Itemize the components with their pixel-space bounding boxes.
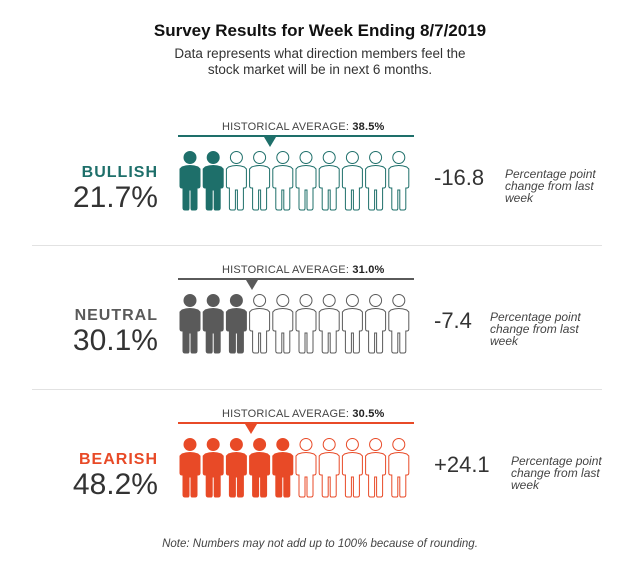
person-outline-icon — [225, 151, 247, 211]
person-outline-icon — [365, 151, 387, 211]
person-filled-icon — [225, 294, 247, 354]
historical-average-marker — [264, 137, 277, 147]
historical-average-marker — [245, 424, 258, 434]
person-outline-icon — [388, 294, 410, 354]
row-bearish: HISTORICAL AVERAGE: 30.5% BEARISH 48.2% +24… — [0, 394, 640, 534]
category-label: BEARISH — [78, 451, 158, 468]
person-outline-icon — [341, 294, 363, 354]
chart-subtitle: Data represents what direction members f… — [174, 46, 466, 77]
category-percent: 30.1% — [72, 324, 158, 357]
change-value: -7.4 — [434, 308, 472, 333]
person-outline-icon — [365, 438, 387, 498]
person-outline-icon — [295, 294, 317, 354]
person-outline-icon — [295, 438, 317, 498]
person-outline-icon — [272, 294, 294, 354]
person-filled-icon — [202, 438, 224, 498]
historical-average-prefix: HISTORICAL AVERAGE: — [222, 408, 353, 420]
historical-average-bar — [178, 422, 414, 424]
change-note: Percentage point change from last week — [505, 167, 596, 205]
historical-average-bar — [178, 135, 414, 137]
person-filled-icon — [225, 438, 247, 498]
historical-average-label: HISTORICAL AVERAGE: 31.0% — [222, 264, 385, 276]
historical-average-value: 30.5% — [352, 408, 385, 420]
row-bullish: HISTORICAL AVERAGE: 38.5% BULLISH 21.7% -16… — [0, 107, 640, 247]
historical-average-marker — [246, 280, 259, 290]
people-icons — [179, 294, 410, 354]
person-outline-icon — [318, 438, 340, 498]
person-filled-icon — [202, 294, 224, 354]
person-outline-icon — [318, 294, 340, 354]
change-note: Percentage point change from last week — [490, 310, 581, 348]
person-outline-icon — [295, 151, 317, 211]
historical-average-prefix: HISTORICAL AVERAGE: — [222, 264, 353, 276]
historical-average-value: 31.0% — [352, 264, 385, 276]
person-filled-icon — [202, 151, 224, 211]
change-note: Percentage point change from last week — [511, 454, 602, 492]
historical-average-value: 38.5% — [352, 121, 385, 133]
person-outline-icon — [388, 438, 410, 498]
category-percent: 48.2% — [72, 468, 158, 501]
footnote: Note: Numbers may not add up to 100% bec… — [162, 538, 478, 550]
person-outline-icon — [388, 151, 410, 211]
person-filled-icon — [179, 151, 201, 211]
category-label: NEUTRAL — [74, 307, 158, 324]
change-value: +24.1 — [434, 452, 490, 477]
person-outline-icon — [272, 151, 294, 211]
person-outline-icon — [318, 151, 340, 211]
person-filled-icon — [179, 294, 201, 354]
category-percent: 21.7% — [72, 181, 158, 214]
people-icons — [179, 438, 410, 498]
change-value: -16.8 — [434, 165, 485, 190]
people-icons — [179, 151, 410, 211]
historical-average-label: HISTORICAL AVERAGE: 30.5% — [222, 408, 385, 420]
historical-average-prefix: HISTORICAL AVERAGE: — [222, 121, 353, 133]
row-divider — [32, 389, 602, 390]
person-outline-icon — [365, 294, 387, 354]
person-filled-icon — [249, 438, 271, 498]
person-filled-icon — [272, 438, 294, 498]
person-filled-icon — [179, 438, 201, 498]
row-neutral: HISTORICAL AVERAGE: 31.0% NEUTRAL 30.1% -7.… — [0, 250, 640, 390]
person-outline-icon — [249, 294, 271, 354]
chart-title: Survey Results for Week Ending 8/7/2019 — [153, 21, 487, 40]
person-outline-icon — [249, 151, 271, 211]
row-divider — [32, 245, 602, 246]
historical-average-bar — [178, 278, 414, 280]
person-outline-icon — [341, 151, 363, 211]
category-label: BULLISH — [81, 164, 158, 181]
person-outline-icon — [341, 438, 363, 498]
historical-average-label: HISTORICAL AVERAGE: 38.5% — [222, 121, 385, 133]
